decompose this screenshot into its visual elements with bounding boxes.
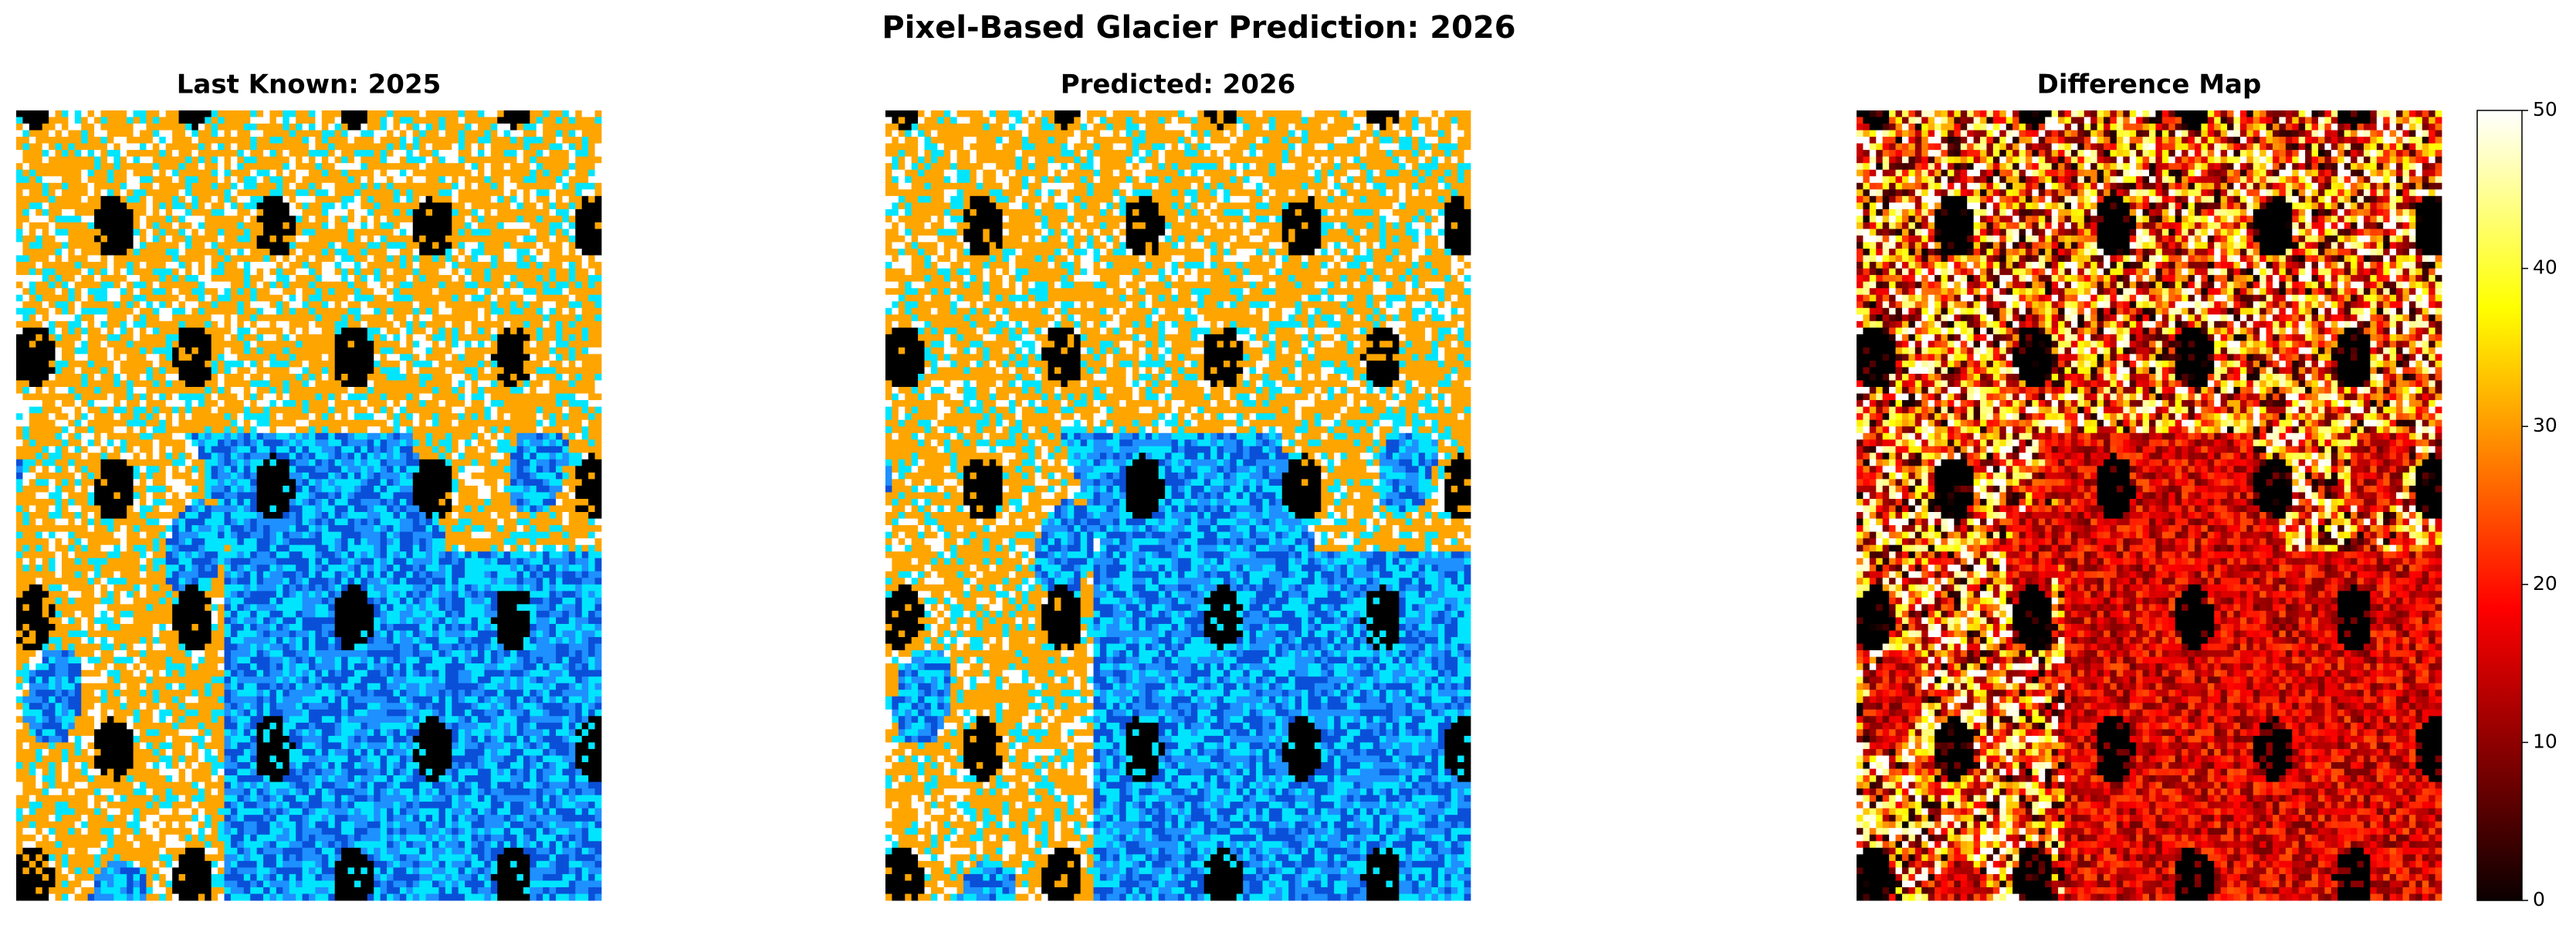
colorbar-tick-label: 0 bbox=[2533, 888, 2545, 910]
colorbar-tick-label: 50 bbox=[2533, 98, 2557, 120]
panel-title: Difference Map bbox=[2037, 70, 2262, 100]
colorbar: 0 10 20 30 40 50 bbox=[2476, 98, 2557, 910]
colorbar-tick-label: 30 bbox=[2533, 414, 2557, 436]
image bbox=[885, 110, 1471, 901]
figure-title: Pixel-Based Glacier Prediction: 2026 bbox=[882, 10, 1515, 46]
panel-title: Last Known: 2025 bbox=[177, 70, 442, 100]
panel-title: Predicted: 2026 bbox=[1061, 70, 1296, 100]
image bbox=[16, 110, 602, 901]
colorbar-gradient bbox=[2476, 110, 2523, 901]
image bbox=[1857, 110, 2442, 901]
colorbar-tick-label: 10 bbox=[2533, 730, 2557, 752]
colorbar-tick-label: 40 bbox=[2533, 256, 2557, 279]
panels: Last Known: 2025 Predicted: 2026 Differenc… bbox=[16, 70, 2442, 901]
colorbar-tick-label: 20 bbox=[2533, 572, 2557, 595]
